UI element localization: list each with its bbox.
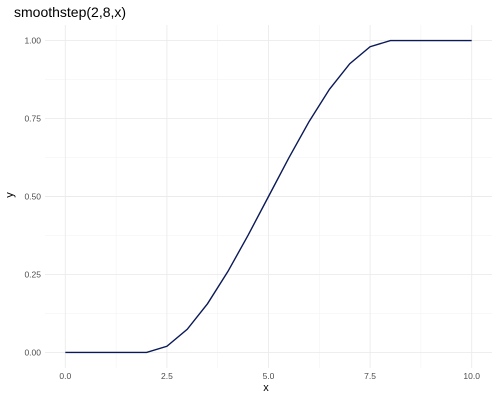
series-layer: [65, 39, 472, 354]
y-axis-title: y: [4, 192, 16, 198]
x-tick-label-3: 7.5: [364, 371, 376, 381]
x-tick-label-1: 2.5: [161, 371, 173, 381]
y-axis-ticks: 0.00 0.25 0.50 0.75 1.00: [24, 36, 41, 358]
x-tick-label-2: 5.0: [263, 371, 275, 381]
series-line-0: [65, 39, 472, 354]
y-tick-label-1: 0.25: [24, 269, 41, 279]
y-tick-label-3: 0.75: [24, 114, 41, 124]
chart-title: smoothstep(2,8,x): [14, 4, 126, 20]
y-tick-label-0: 0.00: [24, 347, 41, 357]
x-axis-ticks: 0.0 2.5 5.0 7.5 10.0: [59, 371, 480, 381]
x-axis-title: x: [263, 382, 269, 394]
x-tick-label-0: 0.0: [59, 371, 71, 381]
y-tick-label-4: 1.00: [24, 36, 41, 46]
y-tick-label-2: 0.50: [24, 192, 41, 202]
x-tick-label-4: 10.0: [463, 371, 480, 381]
grid: [45, 25, 492, 368]
